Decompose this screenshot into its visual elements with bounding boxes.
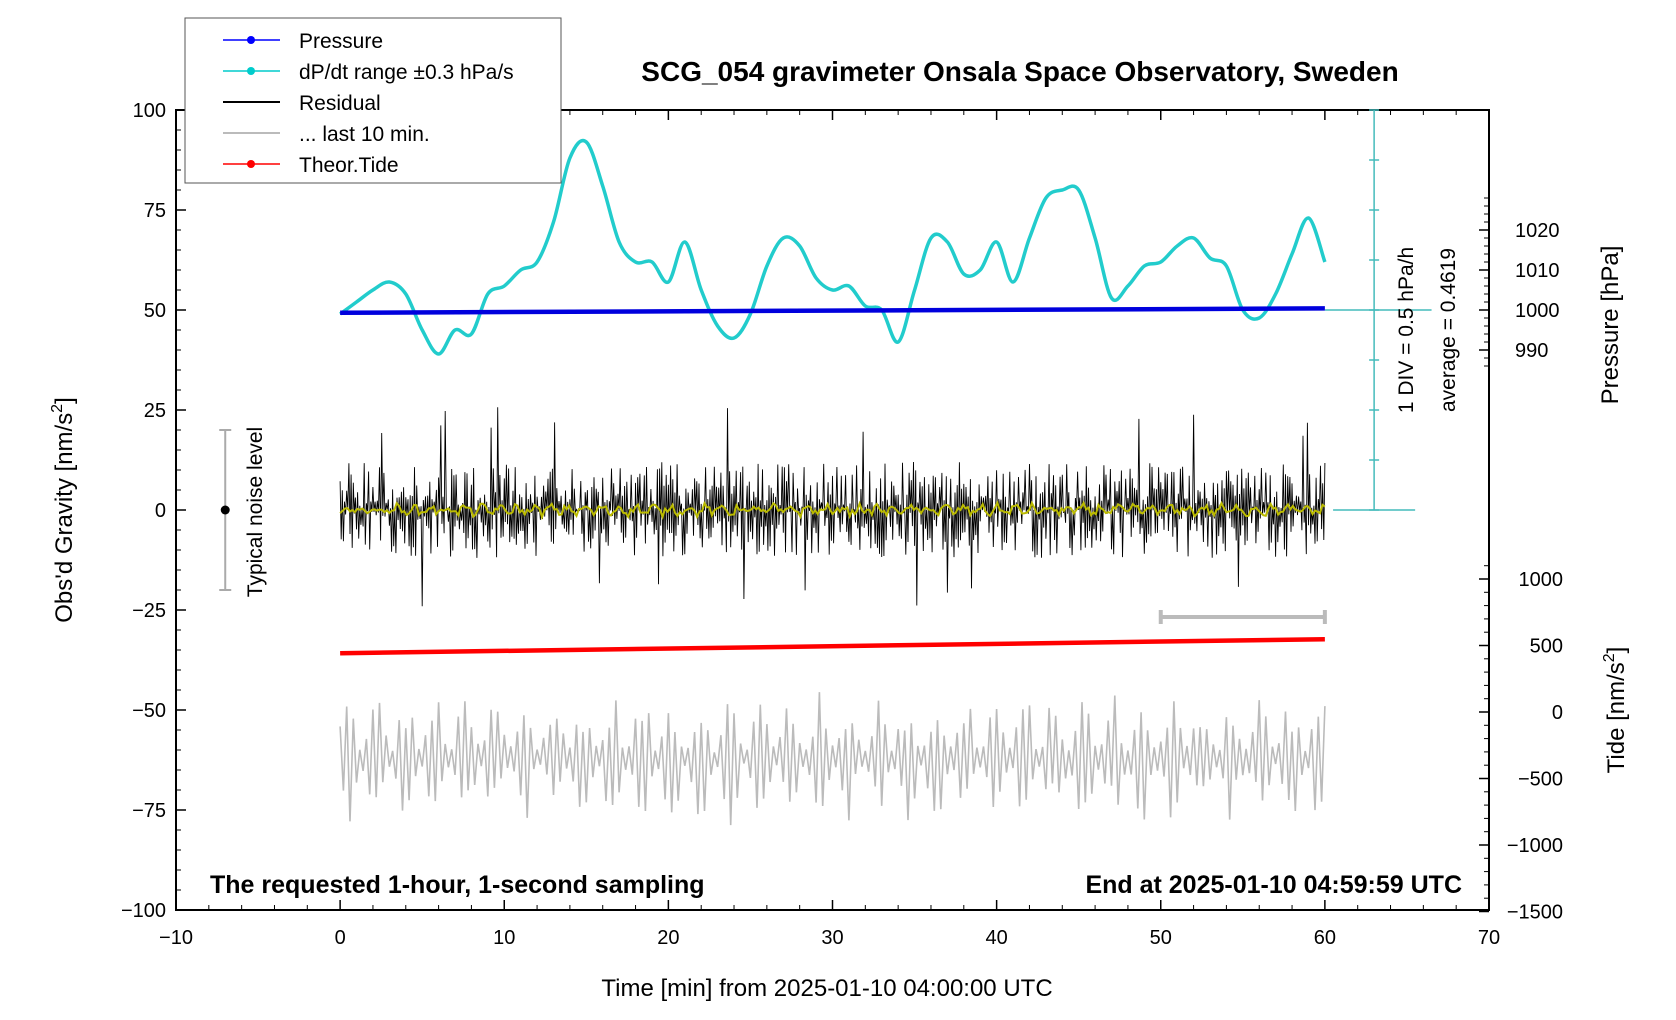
legend-box [184,17,562,184]
legend-item-residual: Residual [223,92,381,115]
series-residual-smoothed-line [339,500,1326,521]
y-axis-label-pressure: Pressure [hPa] [1597,246,1624,405]
legend-item-pressure: Pressure [223,30,383,53]
y-tick-label: −100 [121,900,166,922]
noise-level-dot [220,505,230,515]
series-tide-line [340,636,1325,656]
x-tick-label: 20 [657,927,679,949]
legend-item-dpdt: dP/dt range ±0.3 hPa/s [223,61,514,84]
x-tick-label: 0 [335,927,346,949]
legend-marker-tide [247,160,255,168]
y-tick-label: 100 [133,100,166,122]
tide-tick-label: 1000 [1519,569,1564,591]
y-tick-label: −50 [132,700,166,722]
y-tick-label: 0 [155,500,166,522]
legend-label-dpdt: dP/dt range ±0.3 hPa/s [299,61,514,84]
chart-title: SCG_054 gravimeter Onsala Space Observat… [641,56,1398,87]
legend-marker-pressure [247,36,255,44]
pressure-tick-label: 1010 [1515,260,1560,282]
series-residual-line [339,407,1326,607]
tide-tick-label: −500 [1518,769,1563,791]
pressure-tick-label: 1020 [1515,220,1560,242]
legend-item-last10: ... last 10 min. [223,123,430,146]
y-axis-label-left: Obs'd Gravity [nm/s2] [49,397,78,623]
x-tick-label: 70 [1478,927,1500,949]
x-tick-label: 60 [1314,927,1336,949]
series-dpdt-line [339,138,1327,356]
x-axis-label: Time [min] from 2025-01-10 04:00:00 UTC [601,975,1052,1002]
x-tick-label: −10 [159,927,193,949]
y-tick-label: 75 [144,200,166,222]
tide-tick-label: 500 [1530,636,1563,658]
pressure-tick-label: 990 [1515,340,1548,362]
legend-label-tide: Theor.Tide [299,154,399,177]
scale-label-average: average = 0.4619 [1437,248,1460,412]
legend-marker-dpdt [247,67,255,75]
bottom-right-note: End at 2025-01-10 04:59:59 UTC [1085,871,1462,899]
legend: Pressure dP/dt range ±0.3 hPa/s Residual… [184,17,562,184]
noise-level-label: Typical noise level [244,427,267,597]
y-tick-label: 50 [144,300,166,322]
bottom-left-note: The requested 1-hour, 1-second sampling [210,871,705,899]
x-tick-label: 10 [493,927,515,949]
tide-tick-label: 0 [1552,702,1563,724]
series-layer [339,138,1327,826]
series-last10-line [339,692,1326,826]
legend-label-pressure: Pressure [299,30,383,53]
y-tick-label: 25 [144,400,166,422]
legend-label-last10: ... last 10 min. [299,123,430,146]
tick-layer: −10 0 10 20 30 40 50 60 701007550250−25−50−75−10… [121,100,1563,949]
y-tick-label: −25 [132,600,166,622]
x-tick-label: 40 [986,927,1008,949]
y-tick-label: −75 [132,800,166,822]
x-tick-label: 30 [821,927,843,949]
legend-label-residual: Residual [299,92,381,115]
pressure-tick-label: 1000 [1515,300,1560,322]
legend-item-tide: Theor.Tide [223,154,399,177]
y-axis-label-tide: Tide [nm/s2] [1601,647,1630,774]
series-pressure-line [340,306,1325,316]
x-tick-label: 50 [1150,927,1172,949]
scale-label-div: 1 DIV = 0.5 hPa/h [1395,247,1418,413]
tide-tick-label: −1000 [1507,835,1563,857]
tide-tick-label: −1500 [1507,902,1563,924]
